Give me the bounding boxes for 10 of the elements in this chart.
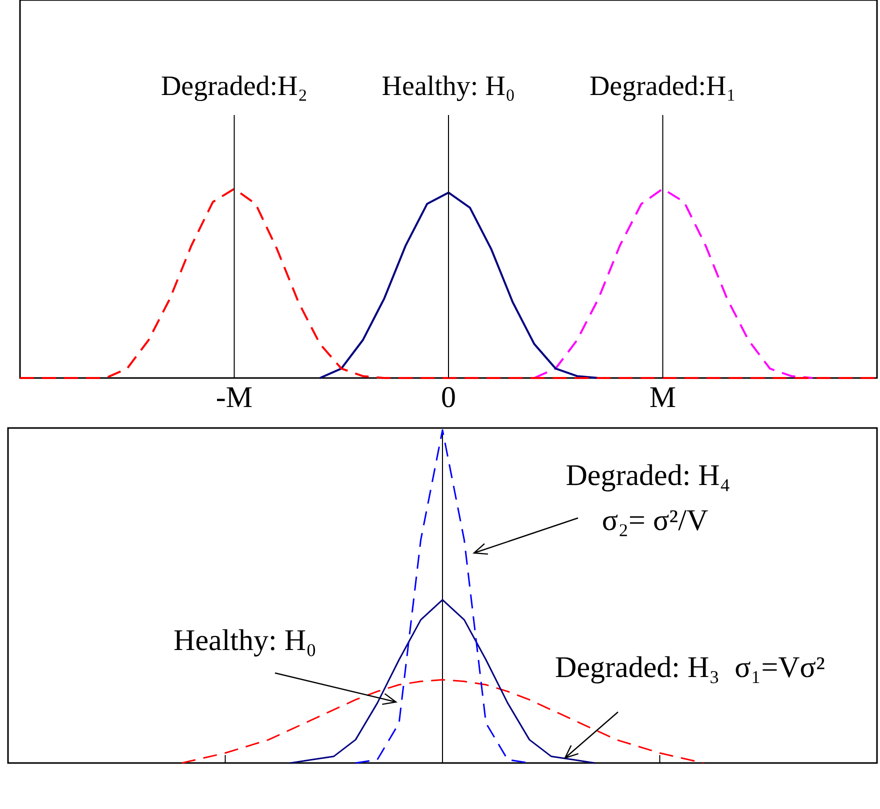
x-tick-label: M [649,380,676,414]
annotation: Healthy: H₀ [174,624,316,657]
ref-line-label: Healthy: H₀ [382,71,516,102]
annotation: σ₂= σ²/V [602,504,708,537]
ref-line-label: Degraded:H₁ [589,71,736,102]
annotation: Degraded: H₄ [566,459,730,492]
annotation: Degraded: H₃ σ₁=Vσ² [555,651,825,684]
ref-line-label: Degraded:H₂ [160,71,308,102]
x-tick-label: 0 [441,380,456,414]
x-tick-label: -M [216,380,253,414]
